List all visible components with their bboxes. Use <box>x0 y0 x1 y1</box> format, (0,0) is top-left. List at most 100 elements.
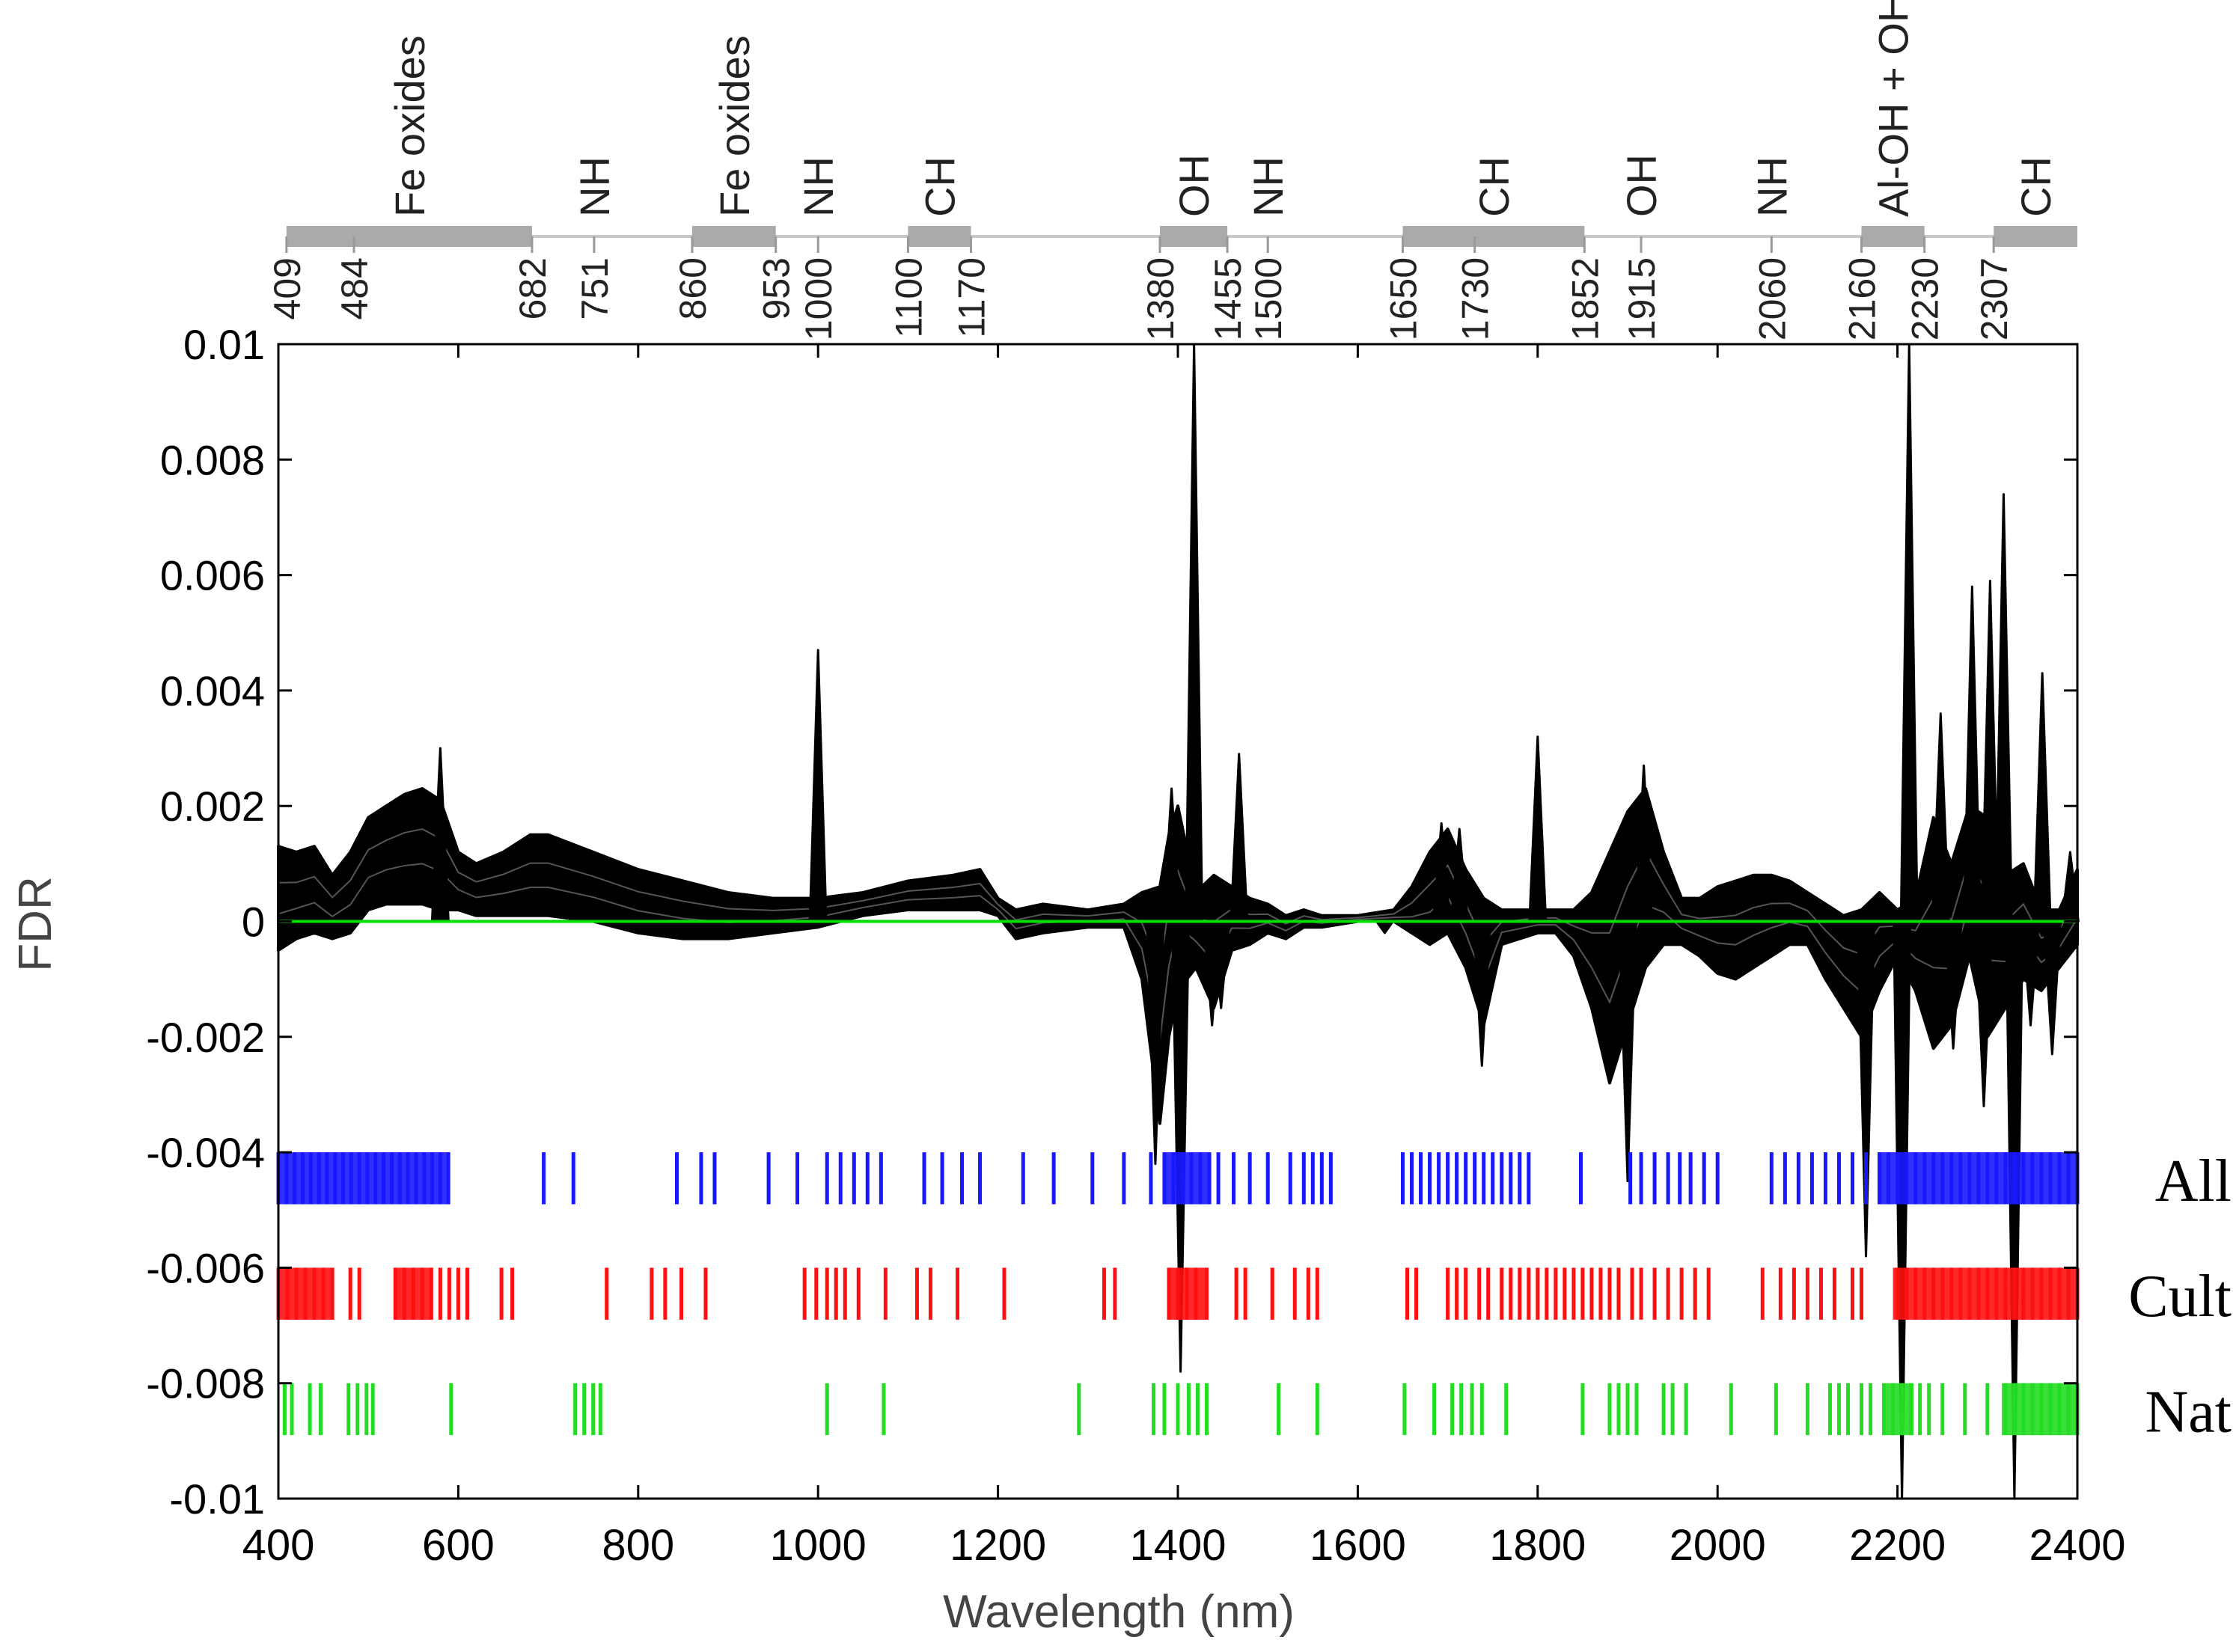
selected-wavelength-mark <box>1247 1152 1252 1205</box>
selected-wavelength-mark <box>2012 1267 2017 1320</box>
selected-wavelength-mark <box>960 1152 965 1205</box>
selected-wavelength-mark <box>1292 1267 1297 1320</box>
selected-wavelength-mark <box>825 1267 829 1320</box>
selected-wavelength-mark <box>1482 1152 1486 1205</box>
selected-wavelength-mark <box>814 1267 819 1320</box>
band-tick-label: 1730 <box>1455 257 1497 340</box>
selected-wavelength-mark <box>1234 1267 1238 1320</box>
selected-wavelength-mark <box>1994 1267 1999 1320</box>
selected-wavelength-mark <box>1204 1267 1209 1320</box>
selected-wavelength-mark <box>1194 1267 1198 1320</box>
selected-wavelength-mark <box>1265 1152 1270 1205</box>
band-tick-label: 953 <box>756 257 798 319</box>
selected-wavelength-mark <box>1122 1152 1126 1205</box>
selected-wavelength-mark <box>317 1152 321 1205</box>
selected-wavelength-mark <box>1684 1383 1688 1436</box>
selected-wavelength-mark <box>1002 1267 1007 1320</box>
selected-wavelength-mark <box>1446 1152 1450 1205</box>
band-label: CH <box>1470 156 1518 217</box>
selected-wavelength-mark <box>2030 1383 2035 1436</box>
selected-wavelength-mark <box>703 1267 708 1320</box>
selected-row-all: All <box>276 1148 2232 1214</box>
absorption-band-strip: Fe oxides NH Fe oxides NH CH OH NH CH OH NH Al-OH … <box>266 0 2077 340</box>
selected-wavelength-rows: All Cult Nat <box>276 1148 2232 1445</box>
selected-wavelength-mark <box>308 1383 312 1436</box>
selected-wavelength-mark <box>1216 1152 1221 1205</box>
selected-wavelength-mark <box>852 1152 856 1205</box>
selected-wavelength-mark <box>465 1267 469 1320</box>
selected-wavelength-mark <box>2030 1152 2035 1205</box>
band-tick-label: 1455 <box>1207 257 1249 340</box>
selected-wavelength-mark <box>1963 1383 1967 1436</box>
selected-wavelength-mark <box>1162 1383 1167 1436</box>
selected-wavelength-mark <box>1913 1267 1918 1320</box>
selected-wavelength-mark <box>1630 1267 1634 1320</box>
selected-wavelength-mark <box>1670 1383 1675 1436</box>
selected-wavelength-mark <box>402 1267 406 1320</box>
selected-wavelength-mark <box>2048 1383 2053 1436</box>
selected-wavelength-mark <box>1678 1152 1682 1205</box>
selected-wavelength-mark <box>1578 1152 1583 1205</box>
selected-wavelength-mark <box>2066 1267 2071 1320</box>
selected-wavelength-mark <box>312 1267 317 1320</box>
selected-wavelength-mark <box>1189 1152 1194 1205</box>
selected-wavelength-mark <box>1639 1152 1643 1205</box>
selected-wavelength-mark <box>1527 1152 1531 1205</box>
selected-wavelength-mark <box>285 1267 290 1320</box>
selected-wavelength-mark <box>1922 1267 1927 1320</box>
y-tick-label: -0.004 <box>146 1129 265 1176</box>
selected-wavelength-mark <box>1500 1152 1504 1205</box>
selected-wavelength-mark <box>1401 1152 1405 1205</box>
selected-wavelength-mark <box>1598 1267 1603 1320</box>
selected-wavelength-mark <box>1864 1152 1869 1205</box>
selected-wavelength-mark <box>2057 1267 2062 1320</box>
y-axis-label: FDR <box>10 876 61 971</box>
selected-wavelength-mark <box>1958 1152 1963 1205</box>
x-axis-label: Wavelength (nm) <box>943 1586 1295 1638</box>
selected-wavelength-mark <box>349 1152 353 1205</box>
selected-wavelength-mark <box>591 1383 596 1436</box>
selected-wavelength-mark <box>2066 1152 2071 1205</box>
selected-wavelength-mark <box>2057 1152 2062 1205</box>
selected-wavelength-mark <box>1949 1152 1954 1205</box>
selected-wavelength-mark <box>438 1267 442 1320</box>
selected-wavelength-mark <box>1922 1152 1927 1205</box>
selected-wavelength-mark <box>414 1152 418 1205</box>
selected-wavelength-mark <box>1509 1267 1513 1320</box>
selected-wavelength-mark <box>542 1152 546 1205</box>
selected-wavelength-mark <box>825 1383 829 1436</box>
selected-wavelength-mark <box>389 1152 394 1205</box>
selected-wavelength-mark <box>341 1152 346 1205</box>
selected-wavelength-mark <box>1985 1267 1990 1320</box>
selected-wavelength-mark <box>282 1383 287 1436</box>
band-tick-label: 1170 <box>951 257 993 338</box>
selected-wavelength-mark <box>2039 1152 2044 1205</box>
x-tick-label: 2400 <box>2029 1521 2125 1570</box>
selected-wavelength-mark <box>1571 1267 1576 1320</box>
selected-wavelength-mark <box>1729 1383 1733 1436</box>
selected-wavelength-mark <box>373 1152 378 1205</box>
band-tick-label: 1380 <box>1140 257 1182 340</box>
selected-wavelength-mark <box>1464 1267 1468 1320</box>
selected-wavelength-mark <box>429 1267 433 1320</box>
selected-wavelength-mark <box>834 1267 838 1320</box>
y-tick-label: -0.01 <box>169 1475 265 1523</box>
x-tick-label: 1400 <box>1129 1521 1226 1570</box>
selected-wavelength-mark <box>1927 1383 1931 1436</box>
selected-wavelength-mark <box>1616 1383 1621 1436</box>
band-tick-label: 2060 <box>1751 257 1793 340</box>
band-label: OH <box>1170 154 1218 217</box>
selected-wavelength-mark <box>1985 1383 1990 1436</box>
selected-wavelength-mark <box>1860 1383 1864 1436</box>
selected-wavelength-mark <box>1628 1152 1633 1205</box>
selected-wavelength-mark <box>1940 1267 1945 1320</box>
selected-wavelength-mark <box>1536 1267 1540 1320</box>
selected-wavelength-mark <box>1634 1383 1639 1436</box>
selected-wavelength-mark <box>1437 1152 1441 1205</box>
band-tick-label: 2230 <box>1904 257 1946 340</box>
selected-wavelength-mark <box>1791 1267 1796 1320</box>
selected-wavelength-mark <box>499 1267 504 1320</box>
selected-wavelength-mark <box>699 1152 703 1205</box>
selected-wavelength-mark <box>364 1383 369 1436</box>
band-tick-label: 1500 <box>1247 257 1289 340</box>
